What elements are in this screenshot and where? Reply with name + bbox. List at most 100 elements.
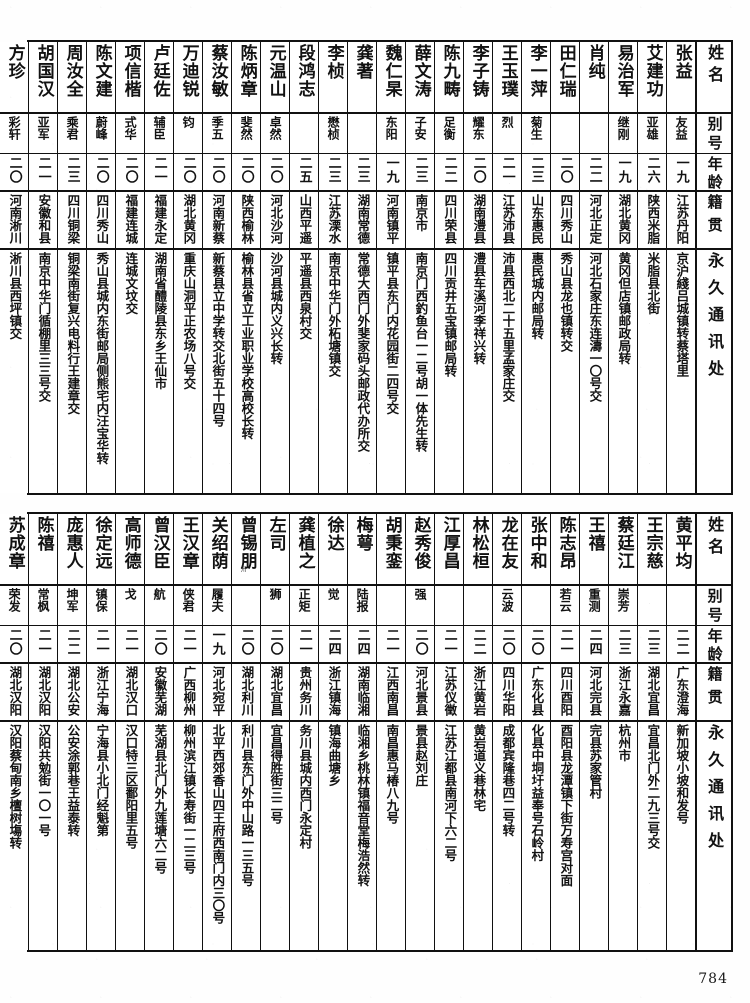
entry-origin-text: 河北景县 bbox=[413, 666, 429, 716]
entry-alias-text: 航 bbox=[152, 588, 167, 600]
entry-name-text: 元温山 bbox=[265, 44, 286, 98]
roster-entry-column[interactable]: 胡国汉 亚军 二一 安徽和县 南京中华门循棚里三三号交 bbox=[28, 42, 57, 493]
entry-age: 二一 bbox=[290, 626, 318, 664]
roster-entry-column[interactable]: 曾汉臣航二〇 安徽芜湖 芜湖县北门外九莲塘六二号 bbox=[144, 514, 173, 950]
entry-origin-text: 四川秀山 bbox=[558, 194, 574, 244]
roster-entry-column[interactable]: 张益 友益 一九 江苏丹阳 京沪綫吕城镇转蔡塔里 bbox=[666, 42, 695, 493]
roster-entry-column[interactable]: 万迪锐钧二〇 湖北黄冈 重庆山洞平正农场八号交 bbox=[173, 42, 202, 493]
roster-entry-column[interactable]: 王宗慈 二三 湖北宜昌 宜昌北门外二九三号交 bbox=[637, 514, 666, 950]
roster-entry-column[interactable]: 肖纯 二二 河北正定 河北石家庄东连濤一〇号交 bbox=[579, 42, 608, 493]
entry-origin-text: 河北沙河 bbox=[268, 194, 284, 244]
roster-entry-column[interactable]: 周汝全 乘君 二三 四川铜梁 铜梁南街复兴电料行王建章交 bbox=[57, 42, 86, 493]
roster-entry-column[interactable]: 陈禧 常枫 二一 湖北汉阳 汉阳共勉街一〇一号 bbox=[28, 514, 57, 950]
header-age: 年龄 bbox=[697, 626, 731, 664]
roster-entry-column[interactable]: 林松桓 二二 浙江黄岩 黄岩道义巷林宅 bbox=[463, 514, 492, 950]
roster-entry-column[interactable]: 徐达觉二四 浙江镇海 镇海曲塘乡 bbox=[318, 514, 347, 950]
entry-name-text: 薛文涛 bbox=[410, 44, 431, 98]
roster-entry-column[interactable]: 龙在友 云波 二〇 四川华阳 成都宾隆巷四二号转 bbox=[492, 514, 521, 950]
entry-age-text: 二〇 bbox=[151, 628, 167, 656]
roster-entry-column[interactable]: 关绍荫 履夫 一九 河北宛平 北平西郊香山四王府西南门内三〇号 bbox=[202, 514, 231, 950]
roster-entry-column[interactable]: 左司狮二〇 湖北宜昌 宜昌得胜街三二号 bbox=[260, 514, 289, 950]
roster-entry-column[interactable]: 苏成章 荣发 二〇 湖北汉阳 汉阳蔡甸南乡檀树塲转 bbox=[0, 514, 28, 950]
roster-entry-column[interactable]: 陈文建 蔚峰 二〇 四川秀山 秀山县城内东街邮局侧熊宅内汪宝华转 bbox=[86, 42, 115, 493]
entry-alias-text: 子安 bbox=[413, 116, 428, 140]
roster-entry-column[interactable]: 薛文涛 子安 二三 南京市 南京门西釣鱼台一二号胡一体先生转 bbox=[405, 42, 434, 493]
entry-name-text: 张益 bbox=[671, 44, 692, 80]
roster-entry-column[interactable]: 王禧 重测 二四 河北完县 完县苏家管村 bbox=[579, 514, 608, 950]
roster-entry-column[interactable]: 李桢 懋桢 二三 江苏溧水 南京中华门外柘塘镇交 bbox=[318, 42, 347, 493]
roster-entry-column[interactable]: 高师德戈二一 湖北汉口 汉口特三区鄱阳里五号 bbox=[115, 514, 144, 950]
roster-entry-column[interactable]: 曾锡朋卅二〇 湖北利川 利川县东门外中山路一三五号 bbox=[231, 514, 260, 950]
roster-entry-column[interactable]: 龚著 二三 湖南常德 常德大西门外斐家码头邮政代办所交 bbox=[347, 42, 376, 493]
roster-entry-column[interactable]: 段鸿志 二五 山西平遥 平遥县西泉村交 bbox=[289, 42, 318, 493]
roster-entry-column[interactable]: 赵秀俊强二〇 河北景县 景县赵刘庄 bbox=[405, 514, 434, 950]
entry-name: 方珍 bbox=[0, 42, 28, 114]
entry-address-text: 秀山县城内东街邮局侧熊宅内汪宝华转 bbox=[94, 252, 110, 465]
entry-address: 南京中华门循棚里三三号交 bbox=[29, 250, 57, 493]
entry-alias: 懋桢 bbox=[319, 114, 347, 154]
entry-age-text: 一九 bbox=[673, 156, 689, 184]
entry-age-text: 二〇 bbox=[470, 156, 486, 184]
roster-entry-column[interactable]: 王汉章 侠君 二一 广西柳州 柳州滨江镇长寿街一二三号 bbox=[173, 514, 202, 950]
entry-address-text: 河北石家庄东连濤一〇号交 bbox=[587, 252, 603, 402]
entry-origin: 湖南临湘 bbox=[348, 664, 376, 722]
roster-entry-column[interactable]: 庞惠人 坤军 二二 湖北公安 公安涂郭巷王益泰转 bbox=[57, 514, 86, 950]
roster-entry-column[interactable]: 黄平均 二二 广东澄海 新加坡小坡和发号 bbox=[666, 514, 695, 950]
entry-origin-text: 陕西米脂 bbox=[645, 194, 661, 244]
entry-name-text: 左司 bbox=[265, 516, 286, 552]
entry-address: 秀山县龙也镇转交 bbox=[551, 250, 579, 493]
entry-address-text: 京沪綫吕城镇转蔡塔里 bbox=[674, 252, 690, 377]
roster-entry-column[interactable]: 梅萼 陆报 二四 湖南临湘 临湘乡桃林镇福音堂梅浩然转 bbox=[347, 514, 376, 950]
roster-entry-column[interactable]: 蔡廷江 崇芳 二三 浙江永嘉 杭州市 bbox=[608, 514, 637, 950]
entry-origin-text: 河北完县 bbox=[587, 666, 603, 716]
entry-origin: 陕西米脂 bbox=[638, 192, 666, 250]
entry-age: 二〇 bbox=[406, 626, 434, 664]
roster-entry-column[interactable]: 方珍 彩轩 二〇 河南淅川 淅川县西坪镇交 bbox=[0, 42, 28, 493]
roster-entry-column[interactable]: 陈志昂 若云 二一 四川酉阳 酉阳县龙潭镇下街万寿宫对面 bbox=[550, 514, 579, 950]
entry-age-text: 二一 bbox=[122, 628, 138, 656]
entry-name: 陈禧 bbox=[29, 514, 57, 586]
roster-entry-column[interactable]: 李一萍 菊生 二三 山东惠民 惠民城内邮局转 bbox=[521, 42, 550, 493]
header-address: 永久通讯处 bbox=[705, 252, 725, 387]
entry-origin-text: 福建永定 bbox=[152, 194, 168, 244]
entry-alias-text: 斐然 bbox=[239, 116, 254, 140]
entry-origin-text: 福建连城 bbox=[123, 194, 139, 244]
roster-entry-column[interactable]: 江厚昌 二一 江苏仪徵 江苏江都县南河下六二号 bbox=[434, 514, 463, 950]
roster-entry-column[interactable]: 李子铸 耀东 二〇 湖南澧县 澧县车溪河李祥兴转 bbox=[463, 42, 492, 493]
entry-address-text: 芜湖县北门外九莲塘六二号 bbox=[152, 724, 168, 874]
entry-alias-text: 重测 bbox=[587, 588, 602, 612]
roster-entry-column[interactable]: 胡秉銮 二一 江西南昌 南昌惠马椿八九号 bbox=[376, 514, 405, 950]
entry-origin-text: 安徽芜湖 bbox=[152, 666, 168, 716]
roster-entry-column[interactable]: 卢廷佐 辅臣 二一 福建永定 湖南省醴陵县东乡王仙市 bbox=[144, 42, 173, 493]
roster-entry-column[interactable]: 王玉璞烈二一 江苏沛县 沛县西北二十五里孟家庄交 bbox=[492, 42, 521, 493]
entry-origin: 河北正定 bbox=[580, 192, 608, 250]
roster-entry-column[interactable]: 魏仁杲 东阳 一九 河南镇平 镇平县东门内花园街二四号交 bbox=[376, 42, 405, 493]
entry-address: 澧县车溪河李祥兴转 bbox=[464, 250, 492, 493]
roster-entry-column[interactable]: 元温山 卓然 二〇 河北沙河 沙河县城内义兴长转 bbox=[260, 42, 289, 493]
entry-origin: 河南镇平 bbox=[377, 192, 405, 250]
entry-name-text: 林松桓 bbox=[468, 516, 489, 570]
entry-origin-text: 山西平遥 bbox=[297, 194, 313, 244]
roster-entry-column[interactable]: 易治军 继刚 一九 湖北黄冈 黄冈但店镇邮政局转 bbox=[608, 42, 637, 493]
entry-alias-text: 荣发 bbox=[7, 588, 22, 612]
entry-origin-text: 湖南临湘 bbox=[355, 666, 371, 716]
entry-age-text: 二三 bbox=[354, 156, 370, 184]
header-origin: 籍贯 bbox=[697, 192, 731, 250]
roster-entry-column[interactable]: 蔡汝敏 季五 二〇 河南新蔡 新蔡县立中学转交北街五十四号 bbox=[202, 42, 231, 493]
roster-entry-column[interactable]: 艾建功 亚雄 二六 陕西米脂 米脂县北街 bbox=[637, 42, 666, 493]
entry-name: 李一萍 bbox=[522, 42, 550, 114]
roster-entry-column[interactable]: 张中和 二〇 广东化县 化县中垌圩益奉号石岭村 bbox=[521, 514, 550, 950]
roster-entry-column[interactable]: 陈炳章 斐然 二〇 陕西榆林 榆林县省立工业职业学校高校长转 bbox=[231, 42, 260, 493]
entry-address: 酉阳县龙潭镇下街万寿宫对面 bbox=[551, 722, 579, 950]
entry-origin: 河北宛平 bbox=[203, 664, 231, 722]
roster-entry-column[interactable]: 龚植之 正矩 二一 贵州务川 务川县城内西门永定村 bbox=[289, 514, 318, 950]
entry-age-text: 二〇 bbox=[93, 156, 109, 184]
entry-name: 梅萼 bbox=[348, 514, 376, 586]
entry-name: 李子铸 bbox=[464, 42, 492, 114]
entry-age: 一九 bbox=[203, 626, 231, 664]
roster-entry-column[interactable]: 陈九畴 足衡 二二 四川荣县 四川贡井五宝镇邮局转 bbox=[434, 42, 463, 493]
entry-name-text: 方珍 bbox=[4, 44, 25, 80]
roster-entry-column[interactable]: 项信楷 式华 二〇 福建连城 连城文坟交 bbox=[115, 42, 144, 493]
roster-entry-column[interactable]: 田仁瑞 二〇 四川秀山 秀山县龙也镇转交 bbox=[550, 42, 579, 493]
roster-entry-column[interactable]: 徐定远 镇保 二一 浙江宁海 宁海县小北门经魁第 bbox=[86, 514, 115, 950]
